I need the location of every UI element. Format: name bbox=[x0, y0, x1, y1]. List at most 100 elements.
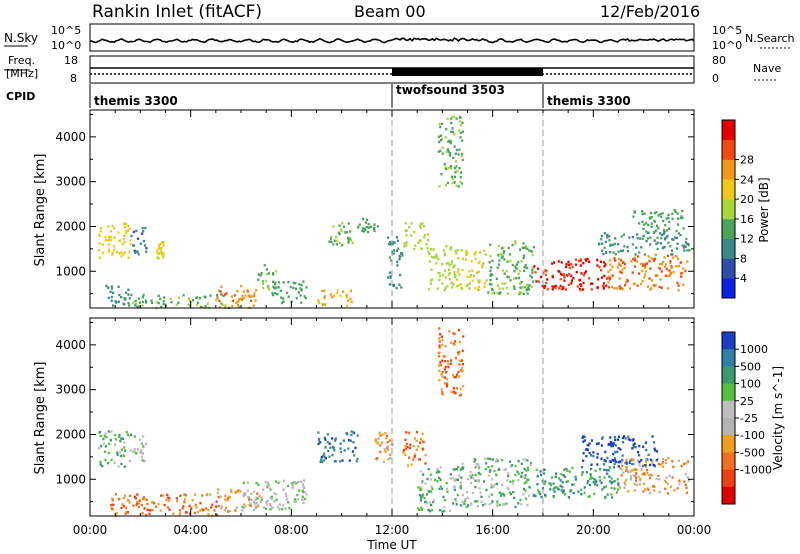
echo-cell bbox=[566, 274, 569, 277]
echo-cell bbox=[621, 454, 624, 457]
echo-cell bbox=[417, 241, 420, 244]
echo-cell bbox=[123, 297, 126, 300]
echo-cell bbox=[455, 278, 459, 281]
echo-cell bbox=[625, 469, 628, 472]
echo-cell bbox=[128, 227, 131, 230]
echo-cell bbox=[389, 276, 392, 279]
echo-cell bbox=[526, 468, 530, 472]
echo-cell bbox=[129, 449, 132, 452]
echo-cell bbox=[454, 276, 457, 279]
echo-cell bbox=[442, 249, 445, 252]
echo-cell bbox=[215, 299, 218, 302]
echo-cell bbox=[278, 503, 281, 506]
echo-cell bbox=[107, 250, 110, 253]
echo-cell bbox=[681, 209, 684, 213]
echo-cell bbox=[421, 481, 424, 485]
echo-cell bbox=[453, 390, 456, 393]
echo-cell bbox=[621, 268, 624, 271]
echo-cell bbox=[546, 278, 549, 281]
echo-cell bbox=[285, 498, 288, 501]
echo-cell bbox=[421, 439, 424, 442]
echo-cell bbox=[561, 481, 564, 484]
echo-cell bbox=[514, 473, 517, 477]
echo-cell bbox=[582, 262, 585, 265]
echo-cell bbox=[600, 444, 603, 447]
echo-cell bbox=[109, 238, 112, 242]
echo-cell bbox=[435, 471, 438, 474]
echo-cell bbox=[651, 258, 655, 261]
echo-cell bbox=[328, 442, 331, 445]
echo-cell bbox=[429, 490, 433, 493]
echo-cell bbox=[209, 294, 212, 297]
echo-cell bbox=[588, 277, 591, 280]
echo-cell bbox=[627, 470, 630, 473]
echo-cell bbox=[478, 279, 481, 283]
echo-cell bbox=[303, 479, 306, 482]
freq-frame bbox=[89, 55, 695, 84]
echo-cell bbox=[261, 286, 265, 290]
echo-cell bbox=[469, 503, 472, 506]
echo-cell bbox=[646, 487, 649, 490]
x-tick-label: 00:00 bbox=[73, 523, 108, 537]
echo-cell bbox=[653, 485, 656, 488]
echo-cell bbox=[145, 301, 148, 304]
echo-cell bbox=[242, 495, 245, 498]
echo-cell bbox=[657, 214, 660, 217]
echo-cell bbox=[281, 301, 284, 305]
echo-cell bbox=[450, 359, 453, 362]
echo-cell bbox=[638, 460, 641, 464]
colorbar-tick-label: -1000 bbox=[740, 464, 772, 477]
echo-cell bbox=[206, 302, 209, 305]
echo-cell bbox=[444, 498, 447, 502]
echo-cell bbox=[391, 443, 394, 446]
echo-cell bbox=[501, 255, 504, 258]
echo-cell bbox=[101, 464, 104, 468]
echo-cell bbox=[387, 242, 390, 246]
echo-cell bbox=[582, 281, 585, 285]
echo-cell bbox=[498, 259, 501, 262]
echo-cell bbox=[176, 500, 179, 503]
echo-cell bbox=[327, 449, 330, 453]
echo-cell bbox=[417, 507, 420, 510]
echo-cell bbox=[464, 252, 468, 255]
echo-cell bbox=[580, 488, 583, 491]
echo-cell bbox=[495, 458, 499, 461]
echo-cell bbox=[396, 260, 399, 264]
echo-cell bbox=[553, 261, 556, 264]
echo-cell bbox=[389, 243, 392, 246]
echo-cell bbox=[177, 301, 180, 304]
echo-cell bbox=[115, 511, 118, 515]
echo-cell bbox=[99, 230, 102, 233]
echo-cell bbox=[148, 512, 151, 515]
echo-cell bbox=[407, 431, 411, 434]
echo-cell bbox=[476, 271, 479, 274]
echo-cell bbox=[600, 457, 603, 460]
echo-cell bbox=[671, 212, 674, 216]
echo-cell bbox=[422, 225, 425, 228]
echo-cell bbox=[610, 493, 613, 496]
echo-cell bbox=[564, 493, 567, 496]
echo-cell bbox=[617, 461, 620, 464]
echo-cell bbox=[582, 452, 585, 455]
echo-cell bbox=[162, 253, 165, 256]
echo-cell bbox=[483, 480, 486, 483]
echo-cell bbox=[582, 459, 585, 462]
echo-cell bbox=[451, 177, 454, 181]
echo-cell bbox=[403, 242, 406, 245]
echo-cell bbox=[448, 329, 451, 333]
echo-cell bbox=[302, 501, 305, 505]
echo-cell bbox=[653, 239, 656, 242]
echo-cell bbox=[249, 504, 252, 507]
echo-cell bbox=[255, 289, 258, 292]
echo-cell bbox=[328, 455, 331, 458]
echo-cell bbox=[107, 296, 110, 300]
echo-cell bbox=[440, 139, 443, 142]
echo-cell bbox=[476, 504, 479, 508]
echo-cell bbox=[441, 510, 444, 513]
echo-cell bbox=[505, 468, 508, 471]
echo-cell bbox=[421, 432, 424, 436]
echo-cell bbox=[617, 435, 621, 438]
echo-cell bbox=[249, 502, 252, 505]
echo-cell bbox=[345, 293, 348, 297]
echo-cell bbox=[437, 355, 441, 358]
